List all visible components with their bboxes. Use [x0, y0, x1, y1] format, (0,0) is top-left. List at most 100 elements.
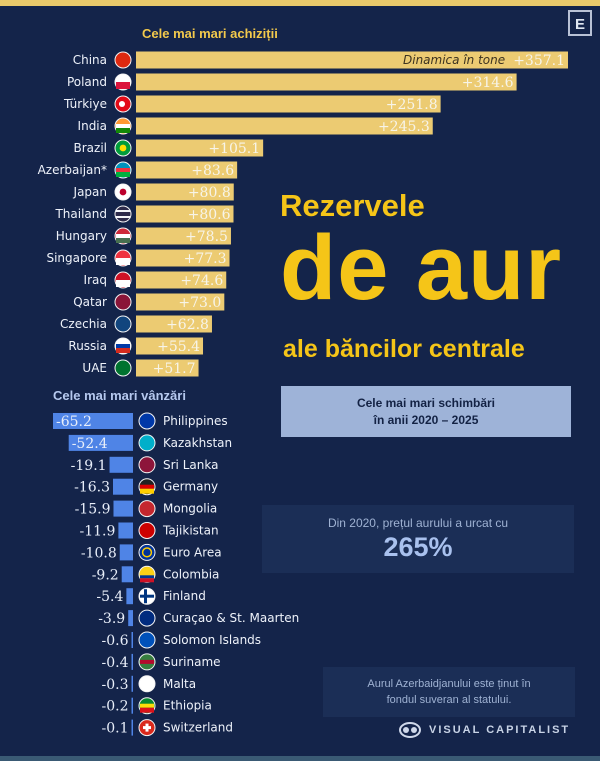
buy-bar [136, 161, 238, 179]
iq-flag-icon [114, 271, 132, 289]
lk-flag-icon [138, 456, 156, 474]
sell-country-label: Sri Lanka [163, 458, 218, 472]
buy-country-label: Japan [73, 185, 107, 199]
mn-flag-icon [138, 500, 156, 518]
buys-section-title: Cele mai mari achiziții [142, 26, 278, 41]
top-accent-bar [0, 0, 600, 6]
footnote-line-1: Aurul Azerbaidjanului este ținut în [367, 678, 531, 690]
cz-flag-icon [114, 315, 132, 333]
buy-value-label: +62.8 [166, 317, 209, 333]
sell-value-label: -9.2 [92, 567, 119, 583]
ae-flag-icon [114, 359, 132, 377]
sell-bar [113, 500, 133, 517]
sell-country-label: Germany [163, 480, 218, 494]
co-flag-icon [138, 565, 156, 583]
buy-bar [136, 117, 433, 135]
buy-country-label: Czechia [60, 317, 107, 331]
buy-country-label: Singapore [46, 251, 107, 265]
et-flag-icon [138, 697, 156, 715]
buy-value-label: +74.6 [180, 273, 223, 289]
sell-country-label: Solomon Islands [163, 633, 261, 647]
pl-flag-icon [114, 73, 132, 91]
sell-value-label: -11.9 [79, 524, 115, 540]
sell-bar [113, 478, 133, 495]
th-flag-icon [114, 205, 132, 223]
buy-bar [136, 205, 234, 223]
buy-bar [136, 359, 199, 377]
eu-flag-icon [138, 543, 156, 561]
buy-country-label: China [73, 53, 107, 67]
ru-flag-icon [114, 337, 132, 355]
buy-country-label: Hungary [56, 229, 107, 243]
buy-value-label: +51.7 [153, 361, 196, 377]
sell-country-label: Kazakhstan [163, 436, 232, 450]
sell-country-label: Suriname [163, 655, 221, 669]
sell-bar [119, 544, 133, 561]
sell-bar [131, 632, 133, 648]
buy-country-label: Azerbaijan* [38, 163, 107, 177]
sell-value-label: -52.4 [72, 436, 108, 452]
sell-bar [128, 610, 133, 627]
br-flag-icon [114, 139, 132, 157]
price-change-box: Din 2020, prețul aurului a urcat cu 265% [262, 505, 574, 573]
buy-bar [136, 315, 212, 333]
sell-value-label: -3.9 [98, 611, 125, 627]
buy-bar [136, 73, 517, 91]
sell-bar [131, 719, 133, 736]
sell-value-label: -0.1 [102, 721, 129, 737]
sell-country-label: Philippines [163, 414, 228, 428]
cn-flag-icon [114, 51, 132, 69]
sell-country-label: Colombia [163, 567, 219, 581]
buy-country-label: Türkiye [63, 97, 107, 111]
price-change-text: Din 2020, prețul aurului a urcat cu [327, 515, 509, 530]
tj-flag-icon [138, 522, 156, 539]
sg-flag-icon [114, 249, 132, 267]
buy-value-label: +80.6 [188, 207, 231, 223]
corner-badge: E [568, 10, 592, 36]
buy-value-label: +83.6 [191, 163, 234, 179]
period-info-line-1: Cele mai mari schimbări [356, 395, 496, 410]
tr-flag-icon [114, 95, 132, 113]
buy-value-label: +80.8 [188, 185, 231, 201]
buy-bar [136, 337, 204, 355]
period-info-line-2: în anii 2020 – 2025 [373, 412, 479, 427]
sell-bar [118, 522, 133, 539]
sell-bar [131, 697, 133, 714]
buy-value-label: +314.6 [462, 75, 514, 91]
buy-value-label: +251.8 [386, 97, 438, 113]
buy-value-label: +245.3 [378, 119, 430, 135]
sb-flag-icon [138, 631, 156, 649]
sell-value-label: -10.8 [81, 545, 117, 561]
sell-country-label: Switzerland [163, 721, 233, 735]
qa-flag-icon [114, 293, 132, 311]
sell-value-label: -0.4 [102, 655, 129, 671]
sell-bar [68, 434, 133, 451]
sells-section-title: Cele mai mari vânzări [53, 388, 186, 403]
sell-bar [109, 456, 133, 473]
sell-bar [131, 653, 133, 670]
visual-capitalist-logo-icon [399, 722, 421, 738]
sell-country-label: Finland [163, 589, 206, 603]
in-flag-icon [114, 117, 132, 135]
cw-flag-icon [138, 609, 156, 627]
az-flag-icon [114, 161, 132, 179]
buy-value-label: +105.1 [208, 141, 260, 157]
buy-country-label: UAE [82, 361, 107, 375]
sell-country-label: Malta [163, 677, 196, 691]
hu-flag-icon [114, 227, 132, 245]
buy-value-label: +55.4 [157, 339, 200, 355]
sell-country-label: Curaçao & St. Maarten [163, 611, 299, 625]
ph-flag-icon [138, 412, 156, 430]
sell-value-label: -15.9 [75, 502, 111, 518]
brand-name: VISUAL CAPITALIST [429, 724, 571, 736]
sell-bar [121, 566, 133, 583]
buy-country-label: Qatar [73, 295, 107, 309]
sr-flag-icon [138, 653, 156, 671]
ch-flag-icon [138, 719, 156, 737]
kz-flag-icon [138, 434, 156, 452]
buy-country-label: India [78, 119, 107, 133]
buy-value-label: +78.5 [185, 229, 228, 245]
buy-country-label: Iraq [84, 273, 107, 287]
sell-value-label: -65.2 [56, 414, 92, 430]
